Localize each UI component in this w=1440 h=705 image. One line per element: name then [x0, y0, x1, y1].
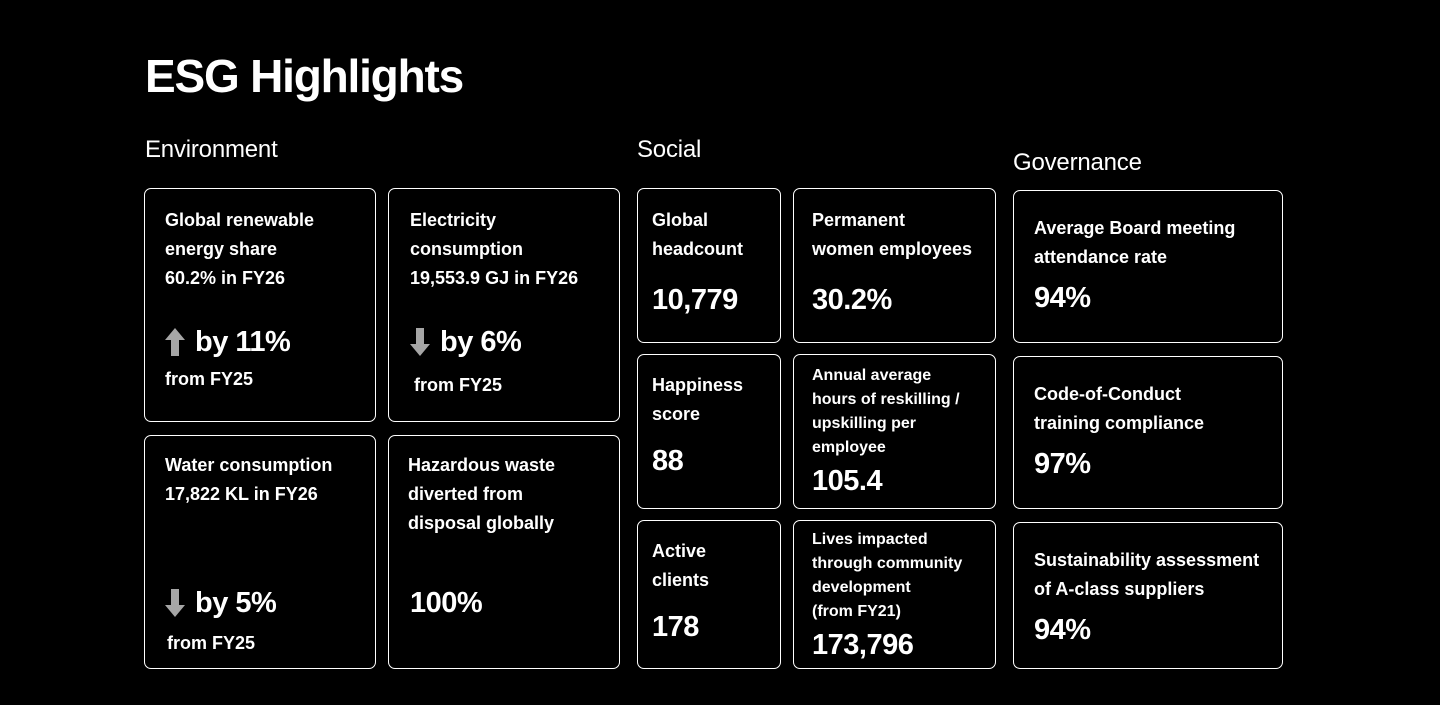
water-change: by 5%: [165, 586, 277, 620]
lives-label-line1: Lives impacted: [812, 531, 928, 548]
electricity-label-line2: consumption: [410, 239, 523, 259]
electricity-label-line1: Electricity: [410, 210, 497, 230]
down-arrow-icon: [165, 589, 185, 617]
water-label-line1: Water consumption: [165, 455, 333, 475]
conduct-label-line1: Code-of-Conduct: [1034, 384, 1181, 404]
happiness-card: Happiness score 88: [637, 354, 781, 509]
clients-label-line2: clients: [652, 570, 710, 590]
page-title: ESG Highlights: [145, 50, 464, 102]
renewable-label-line3: 60.2% in FY26: [165, 268, 286, 288]
electricity-change: by 6%: [410, 325, 522, 359]
renewable-from: from FY25: [165, 369, 254, 389]
reskilling-label-line1: Annual average: [812, 367, 932, 384]
water-from: from FY25: [167, 633, 256, 653]
women-label-line2: women employees: [812, 239, 973, 259]
renewable-change: by 11%: [165, 325, 291, 359]
lives-label-line3: development: [812, 579, 911, 596]
headcount-label-line2: headcount: [652, 239, 744, 259]
code-of-conduct-card: Code-of-Conduct training compliance 97%: [1013, 356, 1283, 509]
renewable-change-value: by 11%: [195, 325, 291, 358]
reskilling-label-line4: employee: [812, 439, 886, 456]
happiness-label-line2: score: [652, 404, 701, 424]
renewable-energy-card: Global renewable energy share 60.2% in F…: [144, 188, 376, 422]
down-arrow-icon: [410, 328, 430, 356]
suppliers-label-line1: Sustainability assessment: [1034, 550, 1260, 570]
waste-label-line1: Hazardous waste: [408, 455, 556, 475]
active-clients-card: Active clients 178: [637, 520, 781, 669]
suppliers-value: 94%: [1034, 614, 1091, 646]
women-label-line1: Permanent: [812, 210, 906, 230]
suppliers-label-line2: of A-class suppliers: [1034, 579, 1205, 599]
lives-label-line4: (from FY21): [812, 603, 901, 620]
happiness-value: 88: [652, 445, 684, 477]
lives-impacted-card: Lives impacted through community develop…: [793, 520, 996, 669]
reskilling-card: Annual average hours of reskilling / ups…: [793, 354, 996, 509]
renewable-label-line2: energy share: [165, 239, 278, 259]
waste-label-line2: diverted from: [408, 484, 524, 504]
happiness-label-line1: Happiness: [652, 375, 744, 395]
conduct-label-line2: training compliance: [1034, 413, 1205, 433]
women-value: 30.2%: [812, 284, 892, 316]
board-label-line2: attendance rate: [1034, 247, 1168, 267]
water-label-line2: 17,822 KL in FY26: [165, 484, 318, 504]
electricity-from: from FY25: [414, 375, 503, 395]
social-section-title: Social: [637, 136, 702, 163]
up-arrow-icon: [165, 328, 185, 356]
supplier-assessment-card: Sustainability assessment of A-class sup…: [1013, 522, 1283, 669]
renewable-label-line1: Global renewable: [165, 210, 315, 230]
women-employees-card: Permanent women employees 30.2%: [793, 188, 996, 343]
waste-value: 100%: [410, 587, 483, 619]
reskilling-label-line3: upskilling per: [812, 415, 917, 432]
reskilling-value: 105.4: [812, 465, 883, 497]
water-card: Water consumption 17,822 KL in FY26 by 5…: [144, 435, 376, 669]
headcount-card: Global headcount 10,779: [637, 188, 781, 343]
board-label-line1: Average Board meeting: [1034, 218, 1236, 238]
electricity-label-line3: 19,553.9 GJ in FY26: [410, 268, 579, 288]
environment-section-title: Environment: [145, 136, 278, 163]
reskilling-label-line2: hours of reskilling /: [812, 391, 960, 408]
waste-label-line3: disposal globally: [408, 513, 555, 533]
lives-value: 173,796: [812, 629, 914, 661]
electricity-change-value: by 6%: [440, 325, 522, 358]
headcount-value: 10,779: [652, 284, 738, 316]
electricity-card: Electricity consumption 19,553.9 GJ in F…: [388, 188, 620, 422]
board-attendance-card: Average Board meeting attendance rate 94…: [1013, 190, 1283, 343]
clients-value: 178: [652, 611, 699, 643]
lives-label-line2: through community: [812, 555, 963, 572]
hazardous-waste-card: Hazardous waste diverted from disposal g…: [388, 435, 620, 669]
conduct-value: 97%: [1034, 448, 1091, 480]
governance-section-title: Governance: [1013, 149, 1142, 176]
clients-label-line1: Active: [652, 541, 707, 561]
board-value: 94%: [1034, 282, 1091, 314]
water-change-value: by 5%: [195, 586, 277, 619]
headcount-label-line1: Global: [652, 210, 709, 230]
